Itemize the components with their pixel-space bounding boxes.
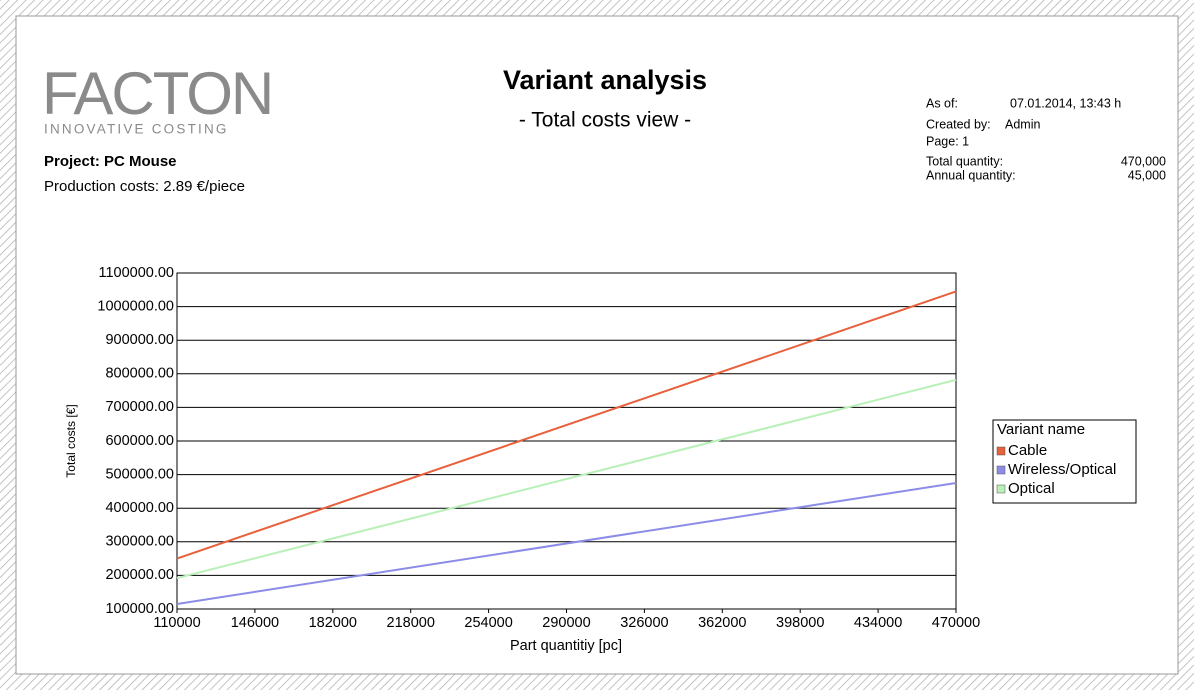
legend-swatch (996, 446, 1006, 456)
legend-box (992, 419, 1137, 504)
x-tick-label: 146000 (231, 615, 279, 631)
project: Project: PC Mouse (44, 153, 177, 170)
series-line (176, 378, 957, 580)
info-value: Admin (1005, 117, 1040, 131)
legend-swatch (996, 484, 1006, 494)
y-tick-label: 900000.00 (105, 332, 174, 348)
y-tick-label: 200000.00 (105, 567, 174, 583)
x-tick-label: 398000 (776, 615, 824, 631)
y-tick-label: 700000.00 (105, 399, 174, 415)
series-line (176, 482, 957, 605)
info-label: Created by: (926, 117, 991, 131)
y-tick-label: 100000.00 (105, 601, 174, 617)
logo-tagline: INNOVATIVE COSTING (44, 122, 229, 137)
legend-label: Cable (1008, 442, 1047, 459)
x-tick-label: 326000 (620, 615, 668, 631)
info-value: Page: 1 (926, 134, 969, 148)
logo: FACTON (42, 60, 272, 127)
x-tick-label: 218000 (387, 615, 435, 631)
y-tick-label: 400000.00 (105, 500, 174, 516)
y-tick-label: 800000.00 (105, 366, 174, 382)
legend-label: Wireless/Optical (1008, 461, 1116, 478)
y-tick-label: 1100000.00 (98, 265, 174, 281)
y-tick-label: 600000.00 (105, 433, 174, 449)
info-label: Annual quantity: (926, 168, 1016, 182)
legend-title: Variant name (997, 421, 1085, 438)
legend-swatch (996, 465, 1006, 475)
legend-label: Optical (1008, 480, 1055, 497)
x-tick-label: 362000 (698, 615, 746, 631)
info-label: As of: (926, 96, 958, 110)
y-axis-label: Total costs [€] (64, 404, 78, 477)
x-tick-label: 254000 (464, 615, 512, 631)
y-tick-label: 300000.00 (105, 534, 174, 550)
report-subtitle: - Total costs view - (519, 109, 691, 132)
info-value: 45,000 (1128, 168, 1166, 182)
report-title: Variant analysis (503, 65, 707, 95)
info-label: Total quantity: (926, 154, 1003, 168)
x-tick-label: 290000 (542, 615, 590, 631)
y-tick-label: 500000.00 (105, 466, 174, 482)
info-value: 470,000 (1121, 154, 1166, 168)
x-tick-label: 182000 (309, 615, 357, 631)
production-costs: Production costs: 2.89 €/piece (44, 178, 245, 195)
x-axis-label: Part quantitiy [pc] (510, 638, 622, 654)
info-value: 07.01.2014, 13:43 h (1010, 96, 1121, 110)
x-tick-label: 110000 (153, 615, 200, 631)
x-tick-label: 434000 (854, 615, 902, 631)
x-tick-label: 470000 (932, 615, 980, 631)
series-line (176, 290, 957, 560)
y-tick-label: 1000000.00 (97, 298, 174, 314)
